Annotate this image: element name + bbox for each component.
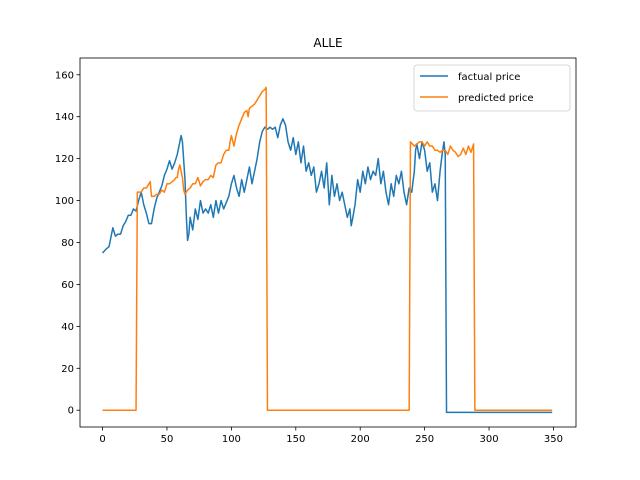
- x-tick-label: 350: [544, 434, 563, 445]
- y-tick-label: 80: [61, 238, 74, 249]
- series-line-predicted-price: [102, 86, 553, 411]
- x-tick-label: 0: [99, 434, 105, 445]
- x-tick-label: 50: [161, 434, 174, 445]
- x-tick-label: 150: [286, 434, 305, 445]
- chart-title: ALLE: [313, 36, 342, 50]
- y-tick-label: 100: [55, 196, 74, 207]
- y-tick-label: 40: [61, 322, 74, 333]
- y-tick-label: 160: [55, 70, 74, 81]
- x-tick-label: 200: [351, 434, 370, 445]
- ticks-layer: 0 50 100 150 200 250 300 350 0 20 40 60 80 100 120 140 1…: [55, 70, 563, 445]
- y-tick-label: 120: [55, 154, 74, 165]
- x-tick-label: 100: [222, 434, 241, 445]
- x-tick-label: 300: [479, 434, 498, 445]
- plot-area-frame: [79, 57, 577, 428]
- legend-label-predicted-price: predicted price: [458, 93, 534, 104]
- y-tick-label: 60: [61, 280, 74, 291]
- y-tick-label: 0: [68, 406, 74, 417]
- y-tick-label: 140: [55, 112, 74, 123]
- series-line-factual-price: [101, 118, 553, 414]
- series-layer: [101, 86, 553, 414]
- legend-label-factual-price: factual price: [458, 72, 520, 83]
- legend: factual price predicted price: [413, 64, 571, 112]
- legend-box: [413, 64, 571, 112]
- x-tick-label: 250: [415, 434, 434, 445]
- y-tick-label: 20: [61, 364, 74, 375]
